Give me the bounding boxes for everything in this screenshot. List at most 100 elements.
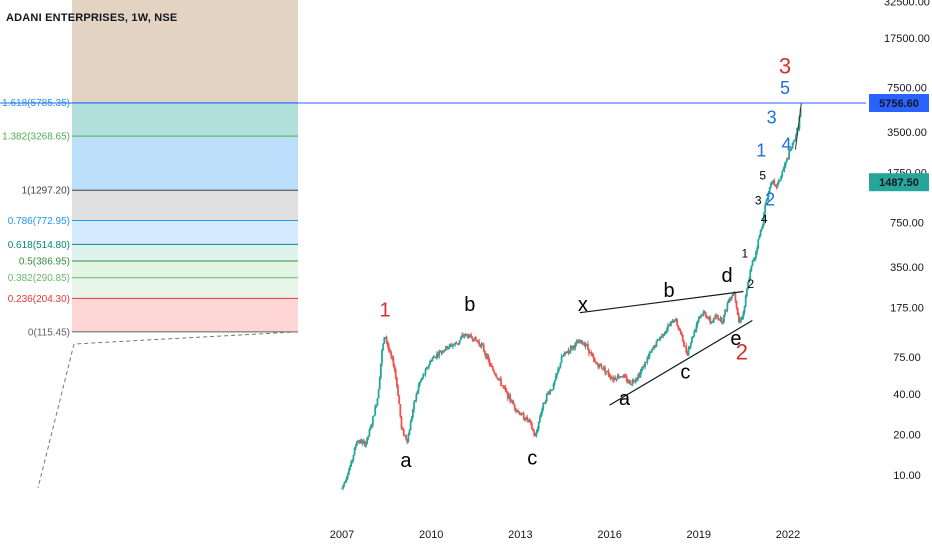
candle-body	[744, 295, 747, 306]
candle-body	[369, 426, 372, 430]
candle-body	[530, 422, 533, 429]
candle-body	[465, 334, 468, 336]
candle-body	[360, 440, 363, 444]
candle-body	[463, 335, 466, 337]
candle-body	[489, 364, 492, 366]
candle-body	[688, 346, 691, 349]
price-tick-label: 17500.00	[884, 33, 930, 45]
wave-label: 4	[782, 135, 792, 155]
candle-body	[363, 441, 366, 447]
candle-body	[430, 361, 433, 363]
candle-body	[366, 437, 369, 444]
candle-body	[784, 161, 787, 166]
candle-body	[405, 435, 407, 440]
candle-body	[568, 350, 571, 352]
candle-body	[424, 369, 427, 375]
candle-body	[393, 365, 396, 371]
candle-body	[779, 180, 781, 182]
candle-body	[391, 356, 394, 359]
candle-body	[346, 474, 349, 478]
fib-zone	[72, 261, 298, 278]
candle-body	[617, 375, 620, 378]
candle-body	[572, 345, 574, 349]
wave-label: 5	[780, 78, 790, 98]
time-tick-label: 2019	[687, 529, 711, 541]
candle-body	[583, 343, 586, 347]
candle-body	[472, 339, 475, 342]
candle-body	[789, 150, 792, 152]
candle-body	[550, 390, 553, 392]
candle-body	[557, 368, 560, 373]
candle-body	[490, 364, 493, 368]
wave-label: b	[464, 294, 475, 316]
candle-body	[659, 337, 661, 341]
candle-body	[725, 309, 728, 311]
candle-body	[409, 421, 412, 431]
candle-body	[439, 351, 442, 353]
candle-body	[667, 325, 669, 330]
candle-body	[367, 435, 370, 438]
candle-body	[543, 402, 546, 404]
candle-body	[394, 370, 397, 378]
candle-body	[379, 363, 382, 378]
candle-body	[352, 454, 355, 460]
wave-label: 2	[747, 277, 754, 291]
candle-body	[453, 344, 455, 346]
fib-zone	[72, 220, 298, 245]
candle-body	[615, 379, 618, 381]
wave-label: 2	[765, 189, 775, 209]
candle-body	[417, 385, 420, 392]
candle-body	[347, 470, 350, 475]
candle-body	[342, 484, 345, 488]
time-tick-label: 2022	[776, 529, 800, 541]
candle-body	[684, 345, 686, 347]
trendline[interactable]	[609, 320, 753, 406]
fib-extension-segment	[73, 331, 299, 345]
candle-body	[518, 411, 521, 415]
candle-body	[354, 445, 357, 449]
candle-body	[654, 345, 657, 347]
candle-body	[780, 175, 783, 181]
candle-body	[596, 363, 598, 365]
candle-body	[699, 316, 701, 318]
candle-body	[708, 317, 710, 319]
candle-body	[548, 392, 550, 394]
candle-body	[771, 181, 773, 184]
candle-body	[562, 354, 565, 357]
candle-body	[503, 386, 506, 388]
candle-body	[649, 352, 652, 354]
time-tick-label: 2010	[419, 529, 443, 541]
candle-body	[344, 481, 347, 483]
candle-body	[428, 364, 430, 368]
candle-body	[577, 340, 580, 344]
candle-body	[625, 377, 628, 382]
candle-body	[631, 380, 634, 385]
wave-label: e	[730, 328, 741, 350]
candle-body	[569, 346, 572, 352]
candle-body	[494, 373, 497, 376]
candle-body	[672, 321, 675, 323]
candle-body	[408, 430, 411, 436]
final-wick	[794, 102, 802, 150]
candle-body	[705, 316, 708, 319]
candle-body	[593, 359, 596, 362]
fibonacci-zones	[72, 0, 298, 333]
candle-body	[384, 336, 387, 338]
last-price-badge	[869, 173, 929, 192]
candle-body	[726, 303, 729, 310]
price-axis[interactable]: 32500.0017500.007500.003500.001750.00750…	[869, 0, 930, 482]
candle-body	[653, 345, 656, 349]
candle-body	[498, 378, 501, 380]
candle-body	[609, 376, 612, 379]
trendline[interactable]	[579, 290, 744, 314]
candle-body	[633, 381, 636, 383]
time-axis[interactable]: 2007 2010 2013 2016 2019 2022	[330, 529, 800, 541]
candle-body	[485, 353, 487, 359]
candle-body	[505, 390, 508, 392]
candle-body	[482, 344, 485, 352]
candle-body	[652, 348, 654, 350]
candle-body	[732, 293, 735, 297]
wave-label: 1	[380, 299, 391, 321]
candle-body	[564, 351, 566, 355]
candle-body	[788, 151, 791, 159]
